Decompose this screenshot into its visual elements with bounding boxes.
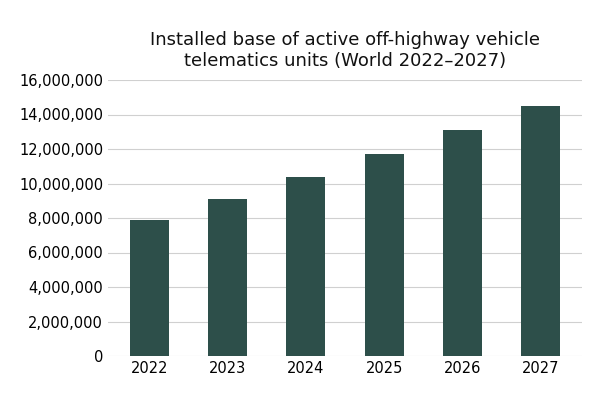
Bar xyxy=(130,220,169,356)
Title: Installed base of active off-highway vehicle
telematics units (World 2022–2027): Installed base of active off-highway veh… xyxy=(150,31,540,70)
Bar xyxy=(443,130,482,356)
Bar xyxy=(286,178,325,356)
Bar xyxy=(208,199,247,356)
Bar xyxy=(365,154,404,356)
Bar xyxy=(521,106,560,356)
